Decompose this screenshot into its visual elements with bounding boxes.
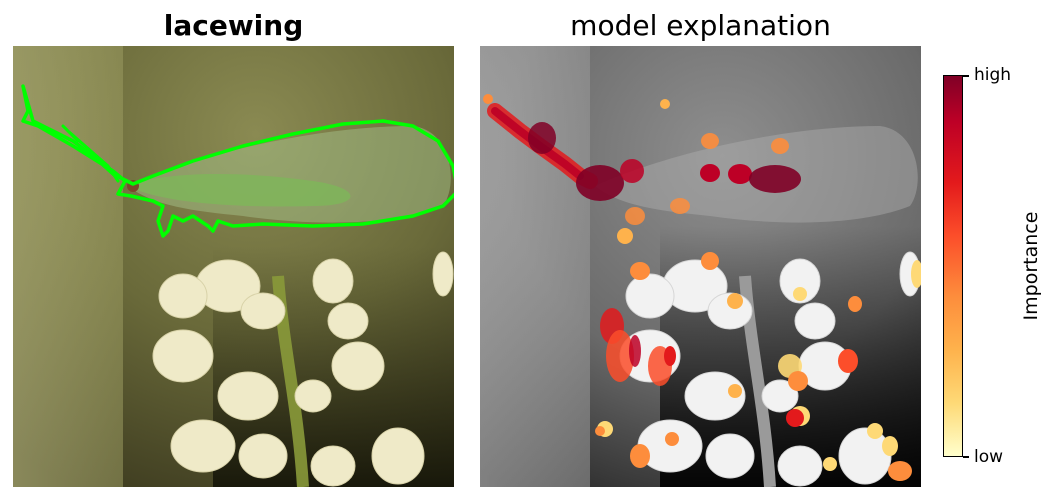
lacewing-body bbox=[128, 174, 351, 207]
lacewing-outline bbox=[21, 84, 454, 238]
colorbar-tick-low bbox=[963, 456, 969, 458]
colorbar-tick-high bbox=[963, 75, 969, 77]
flower-cluster bbox=[152, 251, 454, 487]
explanation-heatmap bbox=[480, 46, 921, 487]
colorbar-axis-label: Importance bbox=[1020, 211, 1042, 321]
importance-colorbar bbox=[943, 75, 963, 457]
importance-heatmap bbox=[483, 94, 921, 481]
right-panel-title: model explanation bbox=[570, 9, 831, 42]
lacewing-photo bbox=[13, 46, 454, 487]
colorbar-high-label: high bbox=[974, 65, 1012, 85]
left-panel-title: lacewing bbox=[163, 9, 304, 42]
colorbar-low-label: low bbox=[974, 447, 1004, 467]
